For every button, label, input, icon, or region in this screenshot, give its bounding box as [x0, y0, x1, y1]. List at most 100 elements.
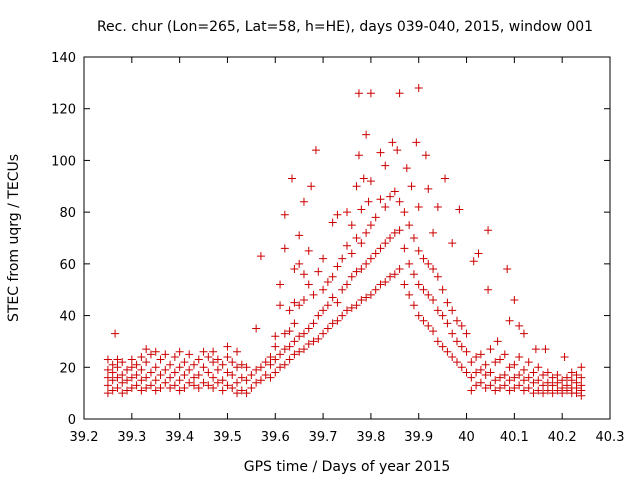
data-point	[433, 272, 442, 281]
data-point	[285, 355, 294, 364]
data-point	[319, 254, 328, 263]
data-point	[233, 363, 242, 372]
data-point	[412, 138, 421, 147]
data-point	[180, 371, 189, 380]
data-point	[443, 298, 452, 307]
y-axis: 0 20 40 60 80 100 120 140	[51, 51, 610, 428]
data-point	[103, 381, 112, 390]
data-point	[505, 376, 514, 385]
data-point	[402, 164, 411, 173]
data-point	[338, 285, 347, 294]
data-point	[414, 202, 423, 211]
data-point	[519, 365, 528, 374]
data-point	[271, 355, 280, 364]
data-point	[213, 378, 222, 387]
data-point	[357, 239, 366, 248]
data-point	[414, 246, 423, 255]
x-tick-label: 40.1	[500, 430, 529, 445]
data-point	[123, 376, 132, 385]
data-point	[118, 358, 127, 367]
data-point	[311, 146, 320, 155]
data-point	[185, 350, 194, 359]
data-point	[429, 228, 438, 237]
data-point	[194, 371, 203, 380]
data-point	[534, 386, 543, 395]
data-point	[252, 365, 261, 374]
data-point	[328, 293, 337, 302]
data-point	[359, 174, 368, 183]
data-point	[295, 347, 304, 356]
data-point	[271, 332, 280, 341]
data-point	[558, 376, 567, 385]
x-tick-label: 40.3	[596, 430, 625, 445]
y-tick-label: 80	[59, 206, 76, 221]
data-point	[290, 265, 299, 274]
data-point	[352, 234, 361, 242]
data-point	[323, 324, 332, 333]
data-point	[132, 360, 141, 369]
data-point	[118, 378, 127, 387]
data-point	[352, 267, 361, 276]
data-point	[467, 386, 476, 395]
data-point	[137, 376, 146, 385]
data-point	[161, 378, 170, 387]
data-point	[314, 311, 323, 320]
x-tick-label: 39.3	[117, 430, 146, 445]
data-point	[354, 89, 363, 98]
data-point	[328, 272, 337, 281]
data-point	[510, 296, 519, 305]
data-point	[409, 270, 418, 279]
data-point	[577, 363, 586, 372]
data-point	[539, 389, 548, 398]
data-point	[529, 389, 538, 398]
y-tick-label: 100	[51, 154, 76, 169]
data-point	[481, 383, 490, 392]
data-point	[354, 151, 363, 160]
data-point	[276, 350, 285, 359]
data-point	[290, 298, 299, 307]
x-tick-label: 39.8	[356, 430, 385, 445]
data-point	[347, 303, 356, 312]
data-point	[438, 311, 447, 320]
data-point	[469, 257, 478, 266]
data-point	[118, 371, 127, 380]
y-axis-label: STEC from uqrg / TECUs	[6, 154, 22, 322]
data-point	[328, 218, 337, 227]
data-point	[472, 368, 481, 377]
data-point	[429, 296, 438, 305]
data-point	[228, 371, 237, 380]
data-point	[123, 365, 132, 374]
data-point	[543, 368, 552, 377]
data-point	[400, 280, 409, 289]
data-point	[529, 378, 538, 387]
data-point	[381, 161, 390, 170]
data-point	[304, 280, 313, 289]
data-point	[276, 363, 285, 372]
data-point	[572, 378, 581, 387]
data-point	[166, 373, 175, 382]
data-point	[333, 262, 342, 271]
data-point	[237, 360, 246, 369]
data-point	[419, 254, 428, 263]
data-point	[185, 365, 194, 374]
data-point	[467, 373, 476, 382]
data-point	[180, 383, 189, 392]
data-point	[491, 376, 500, 385]
data-point	[347, 249, 356, 258]
data-point	[103, 373, 112, 382]
data-point	[486, 368, 495, 377]
data-point	[539, 371, 548, 380]
data-point	[228, 358, 237, 367]
data-point	[524, 373, 533, 382]
data-point	[295, 332, 304, 341]
data-point	[505, 386, 514, 395]
data-point	[376, 244, 385, 253]
data-point	[443, 319, 452, 328]
y-tick-label: 140	[51, 51, 76, 66]
data-point	[381, 239, 390, 248]
data-point	[531, 345, 540, 354]
data-point	[486, 345, 495, 354]
data-point	[390, 228, 399, 237]
data-point	[457, 342, 466, 351]
